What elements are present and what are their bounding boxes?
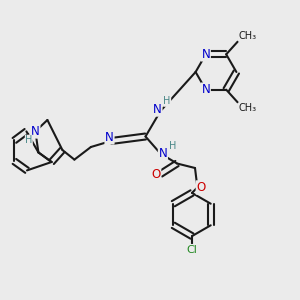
Text: CH₃: CH₃ xyxy=(238,31,256,41)
Text: H: H xyxy=(25,135,32,145)
Text: Cl: Cl xyxy=(187,244,197,255)
Text: O: O xyxy=(196,181,206,194)
Text: CH₃: CH₃ xyxy=(238,103,256,113)
Text: N: N xyxy=(153,103,162,116)
Text: H: H xyxy=(169,141,176,151)
Text: O: O xyxy=(152,167,160,181)
Text: N: N xyxy=(158,147,167,160)
Text: N: N xyxy=(105,131,114,144)
Text: H: H xyxy=(164,97,171,106)
Text: N: N xyxy=(31,125,40,138)
Text: N: N xyxy=(201,83,210,96)
Text: N: N xyxy=(201,48,210,61)
